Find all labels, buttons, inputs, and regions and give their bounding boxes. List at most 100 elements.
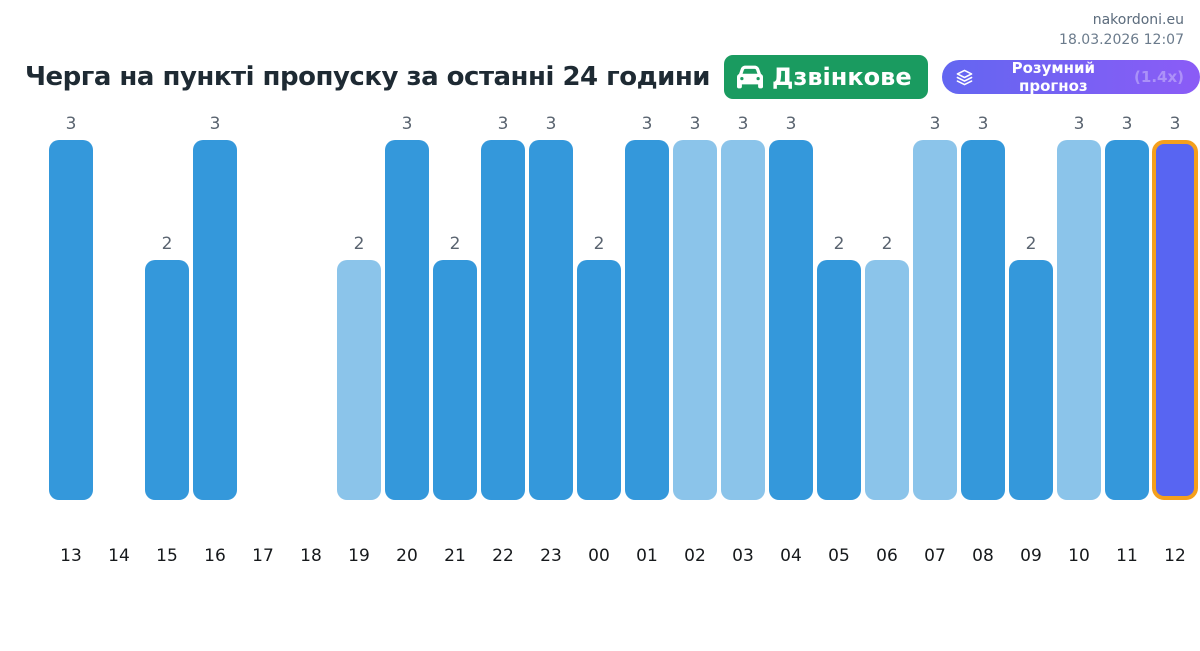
bar-stack: 2 (815, 110, 863, 500)
bar-value-label: 3 (785, 114, 797, 134)
bar-value-label: 3 (689, 114, 701, 134)
bar-hour-01[interactable] (625, 140, 669, 500)
chart-slot-20: 3 20 (383, 100, 431, 566)
bar-hour-06[interactable] (865, 260, 909, 500)
chart-slot-08: 3 08 (959, 100, 1007, 566)
bar-hour-04[interactable] (769, 140, 813, 500)
bar-hour-02[interactable] (673, 140, 717, 500)
chart-header: Черга на пункті пропуску за останні 24 г… (25, 54, 1200, 100)
bar-value-label: 2 (161, 234, 173, 254)
chart-slot-06: 2 06 (863, 100, 911, 566)
bar-hour-22[interactable] (481, 140, 525, 500)
hour-label-08: 08 (972, 546, 994, 566)
hour-label-04: 04 (780, 546, 802, 566)
bar-stack: 3 (1103, 110, 1151, 500)
bar-stack: 3 (1151, 110, 1199, 500)
smart-forecast-button[interactable]: Розумний прогноз (1.4x) (941, 59, 1200, 95)
bar-hour-00[interactable] (577, 260, 621, 500)
bar-value-label: 2 (881, 234, 893, 254)
hour-label-22: 22 (492, 546, 514, 566)
hour-label-14: 14 (108, 546, 130, 566)
hour-label-12: 12 (1164, 546, 1186, 566)
site-name: nakordoni.eu (1092, 12, 1184, 28)
hour-label-16: 16 (204, 546, 226, 566)
bar-stack: 2 (1007, 110, 1055, 500)
hour-label-06: 06 (876, 546, 898, 566)
chart-slot-18: 18 (287, 100, 335, 566)
bar-value-label: 3 (209, 114, 221, 134)
timestamp: 18.03.2026 12:07 (1059, 32, 1184, 49)
bar-stack: 3 (191, 110, 239, 500)
bar-value-label: 3 (929, 114, 941, 134)
chart-slot-00: 2 00 (575, 100, 623, 566)
hour-label-03: 03 (732, 546, 754, 566)
chart-slot-02: 3 02 (671, 100, 719, 566)
bar-value-label: 3 (497, 114, 509, 134)
bar-value-label: 3 (545, 114, 557, 134)
chart-slot-13: 3 13 (47, 100, 95, 566)
bar-hour-23[interactable] (529, 140, 573, 500)
bar-value-label: 3 (1121, 114, 1133, 134)
bar-hour-10[interactable] (1057, 140, 1101, 500)
bar-value-label: 2 (449, 234, 461, 254)
bar-stack: 3 (911, 110, 959, 500)
bar-stack (95, 110, 143, 500)
hour-label-23: 23 (540, 546, 562, 566)
bar-hour-11[interactable] (1105, 140, 1149, 500)
bar-value-label: 3 (737, 114, 749, 134)
bar-stack: 2 (143, 110, 191, 500)
chart-slot-15: 2 15 (143, 100, 191, 566)
bar-stack (239, 110, 287, 500)
bar-stack: 3 (719, 110, 767, 500)
bar-value-label: 2 (833, 234, 845, 254)
bar-value-label: 3 (1073, 114, 1085, 134)
bar-hour-20[interactable] (385, 140, 429, 500)
bar-hour-03[interactable] (721, 140, 765, 500)
bar-stack: 3 (959, 110, 1007, 500)
checkpoint-badge-button[interactable]: Дзвінкове (724, 55, 928, 99)
bar-hour-15[interactable] (145, 260, 189, 500)
bar-hour-13[interactable] (49, 140, 93, 500)
bar-value-label: 3 (65, 114, 77, 134)
bar-stack: 3 (479, 110, 527, 500)
page-title: Черга на пункті пропуску за останні 24 г… (25, 62, 711, 92)
bar-stack: 2 (863, 110, 911, 500)
chart-slot-04: 3 04 (767, 100, 815, 566)
bar-value-label: 3 (641, 114, 653, 134)
hour-label-02: 02 (684, 546, 706, 566)
bar-stack: 3 (527, 110, 575, 500)
layers-icon (956, 69, 973, 86)
queue-bar-chart: 3 13 14 2 15 3 16 17 18 2 19 3 20 2 21 3 22 3 23 2 00 3 01 3 02 3… (47, 100, 1199, 566)
bar-stack: 3 (671, 110, 719, 500)
bar-hour-08[interactable] (961, 140, 1005, 500)
chart-slot-05: 2 05 (815, 100, 863, 566)
chart-slot-03: 3 03 (719, 100, 767, 566)
forecast-multiplier: (1.4x) (1134, 68, 1184, 86)
chart-slot-22: 3 22 (479, 100, 527, 566)
bar-hour-19[interactable] (337, 260, 381, 500)
chart-slot-09: 2 09 (1007, 100, 1055, 566)
bar-stack: 3 (1055, 110, 1103, 500)
hour-label-13: 13 (60, 546, 82, 566)
hour-label-17: 17 (252, 546, 274, 566)
bar-hour-16[interactable] (193, 140, 237, 500)
bar-hour-05[interactable] (817, 260, 861, 500)
bar-hour-07[interactable] (913, 140, 957, 500)
hour-label-15: 15 (156, 546, 178, 566)
chart-slot-17: 17 (239, 100, 287, 566)
bar-stack: 2 (431, 110, 479, 500)
hour-label-01: 01 (636, 546, 658, 566)
bar-hour-09[interactable] (1009, 260, 1053, 500)
hour-label-05: 05 (828, 546, 850, 566)
chart-slot-16: 3 16 (191, 100, 239, 566)
hour-label-18: 18 (300, 546, 322, 566)
bar-current-hour-12[interactable] (1152, 140, 1198, 500)
bar-stack: 2 (335, 110, 383, 500)
bar-stack: 3 (767, 110, 815, 500)
bar-hour-21[interactable] (433, 260, 477, 500)
chart-slot-11: 3 11 (1103, 100, 1151, 566)
bar-stack: 3 (623, 110, 671, 500)
chart-slot-14: 14 (95, 100, 143, 566)
site-attribution: nakordoni.eu 18.03.2026 12:07 (1059, 10, 1184, 51)
bar-value-label: 2 (593, 234, 605, 254)
